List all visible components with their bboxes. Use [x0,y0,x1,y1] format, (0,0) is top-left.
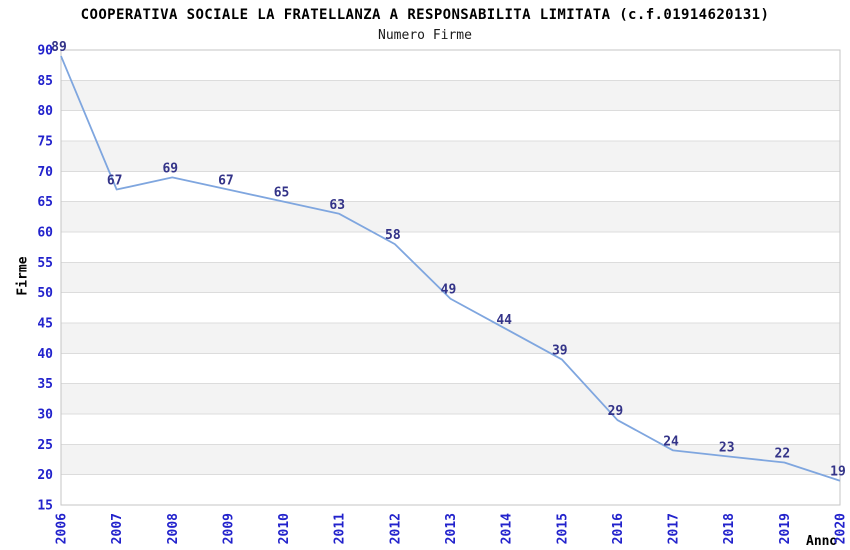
y-tick-label: 40 [37,347,53,362]
data-label: 23 [719,440,735,455]
x-tick-label: 2007 [110,513,125,544]
data-label: 24 [663,434,679,449]
x-tick-label: 2018 [722,513,737,544]
x-tick-label: 2016 [611,513,626,544]
y-tick-label: 45 [37,317,53,332]
alt-band [61,323,840,354]
data-label: 22 [775,447,791,462]
plot-border [60,49,841,506]
chart-title: COOPERATIVA SOCIALE LA FRATELLANZA A RES… [80,7,770,23]
data-label: 65 [274,186,290,201]
chart-subtitle: Numero Firme [378,28,472,43]
x-tick-label: 2012 [388,513,403,544]
data-label: 67 [107,174,123,189]
data-label: 49 [441,283,457,298]
data-label: 44 [496,313,512,328]
data-label: 58 [385,228,401,243]
alt-band [61,262,840,293]
alt-band [61,383,840,414]
y-tick-label: 65 [37,195,53,210]
x-tick-label: 2020 [834,513,849,544]
data-label: 39 [552,343,568,358]
x-tick-label: 2019 [778,513,793,544]
y-tick-label: 15 [37,499,53,514]
y-tick-label: 80 [37,104,53,119]
x-tick-label: 2011 [333,513,348,544]
y-tick-label: 90 [37,44,53,59]
alt-band [61,444,840,475]
y-tick-label: 25 [37,438,53,453]
y-tick-label: 50 [37,286,53,301]
x-tick-label: 2017 [667,513,682,544]
x-tick-label: 2010 [277,513,292,544]
alt-band [61,80,840,111]
y-tick-label: 85 [37,74,53,89]
y-tick-label: 35 [37,377,53,392]
data-label: 63 [329,198,345,213]
y-tick-label: 30 [37,408,53,423]
y-tick-label: 20 [37,468,53,483]
data-label: 67 [218,174,234,189]
y-tick-label: 60 [37,226,53,241]
y-tick-label: 55 [37,256,53,271]
x-tick-label: 2009 [221,513,236,544]
y-tick-label: 75 [37,135,53,150]
alt-band [61,201,840,232]
data-label: 19 [830,465,846,480]
x-tick-label: 2015 [555,513,570,544]
x-tick-label: 2014 [500,513,515,544]
x-tick-label: 2008 [166,513,181,544]
x-tick-label: 2006 [55,513,70,544]
alt-band [61,141,840,172]
y-tick-label: 70 [37,165,53,180]
x-tick-label: 2013 [444,513,459,544]
data-label: 89 [51,40,67,55]
x-axis-label: Anno [806,534,838,549]
data-label: 29 [608,404,624,419]
series-line [60,55,841,482]
data-label: 69 [162,161,178,176]
